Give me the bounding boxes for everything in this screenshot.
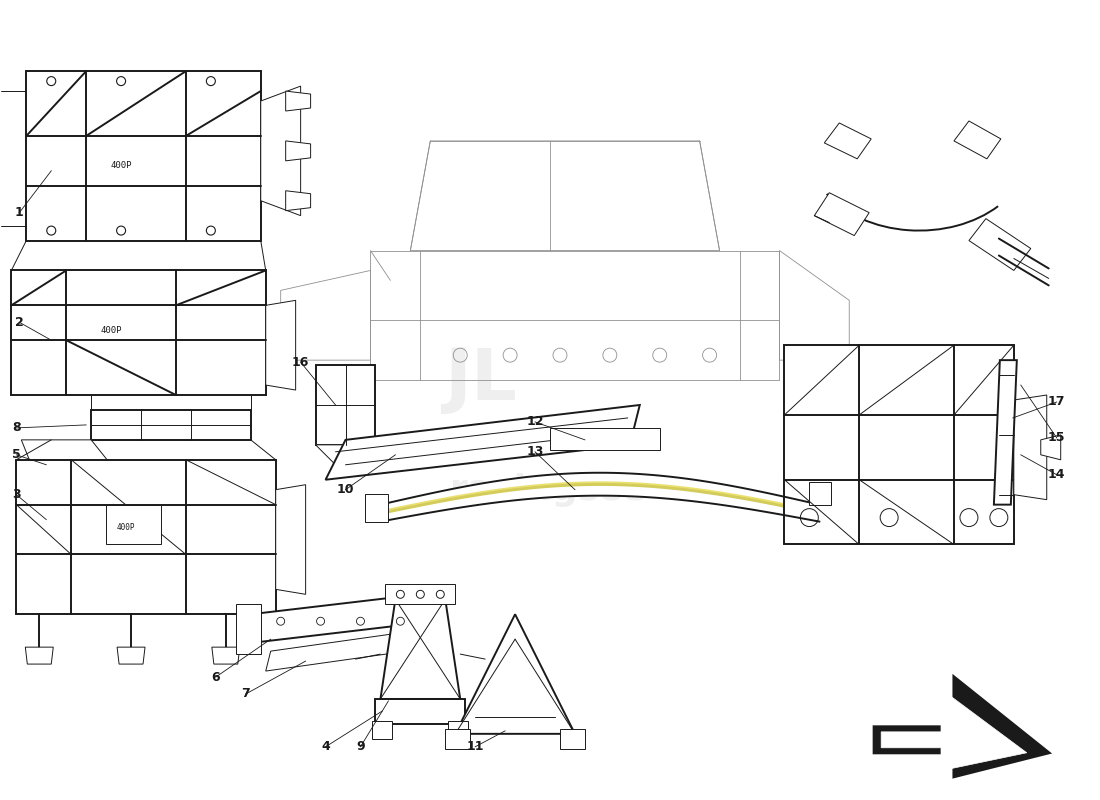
- Polygon shape: [235, 604, 261, 654]
- Polygon shape: [91, 410, 251, 440]
- Polygon shape: [560, 729, 585, 749]
- Polygon shape: [326, 405, 640, 480]
- Polygon shape: [266, 300, 296, 390]
- Text: 400P: 400P: [110, 162, 132, 170]
- Text: 16: 16: [292, 356, 309, 369]
- Text: 400P: 400P: [100, 326, 122, 334]
- Polygon shape: [212, 647, 240, 664]
- Text: 8: 8: [12, 422, 21, 434]
- Text: 15: 15: [1048, 431, 1066, 444]
- Polygon shape: [365, 494, 388, 522]
- Text: 3: 3: [12, 488, 21, 501]
- Polygon shape: [241, 594, 420, 644]
- Polygon shape: [881, 689, 1026, 770]
- Text: racings85: racings85: [450, 473, 650, 506]
- Text: 6: 6: [211, 670, 220, 683]
- Polygon shape: [446, 729, 470, 749]
- Polygon shape: [276, 485, 306, 594]
- Text: 2: 2: [15, 316, 24, 329]
- Text: 7: 7: [241, 687, 250, 701]
- Text: 14: 14: [1048, 468, 1066, 482]
- Polygon shape: [373, 721, 393, 739]
- Polygon shape: [994, 360, 1016, 505]
- Polygon shape: [969, 218, 1031, 270]
- Polygon shape: [21, 440, 111, 465]
- Polygon shape: [25, 647, 53, 664]
- Polygon shape: [266, 627, 440, 671]
- Text: 5: 5: [12, 448, 21, 462]
- Polygon shape: [286, 190, 310, 210]
- Polygon shape: [286, 91, 310, 111]
- Text: JL: JL: [443, 346, 517, 414]
- Polygon shape: [381, 599, 460, 699]
- Text: 1: 1: [15, 206, 24, 219]
- Polygon shape: [16, 460, 276, 614]
- Text: 4: 4: [321, 740, 330, 754]
- Text: passion for: passion for: [425, 426, 616, 454]
- Polygon shape: [375, 699, 465, 724]
- Polygon shape: [814, 193, 869, 235]
- Polygon shape: [954, 121, 1001, 159]
- Polygon shape: [810, 482, 832, 505]
- Text: 12: 12: [526, 415, 543, 429]
- Polygon shape: [385, 584, 455, 604]
- Polygon shape: [286, 141, 310, 161]
- Polygon shape: [117, 647, 145, 664]
- Text: 10: 10: [337, 483, 354, 496]
- Polygon shape: [455, 614, 575, 734]
- Polygon shape: [449, 721, 469, 739]
- Text: 11: 11: [466, 740, 484, 754]
- Text: 400P: 400P: [117, 523, 135, 532]
- Polygon shape: [316, 445, 375, 474]
- Polygon shape: [1041, 435, 1060, 460]
- Polygon shape: [26, 71, 261, 241]
- Text: 17: 17: [1048, 395, 1066, 409]
- Polygon shape: [1014, 395, 1047, 500]
- Polygon shape: [550, 428, 660, 450]
- Polygon shape: [11, 270, 266, 395]
- Polygon shape: [874, 677, 1048, 777]
- Text: 9: 9: [356, 740, 365, 754]
- Polygon shape: [316, 365, 375, 445]
- Text: 13: 13: [527, 446, 543, 458]
- Polygon shape: [784, 345, 1014, 545]
- Polygon shape: [824, 123, 871, 159]
- Polygon shape: [261, 86, 300, 216]
- Polygon shape: [106, 505, 161, 545]
